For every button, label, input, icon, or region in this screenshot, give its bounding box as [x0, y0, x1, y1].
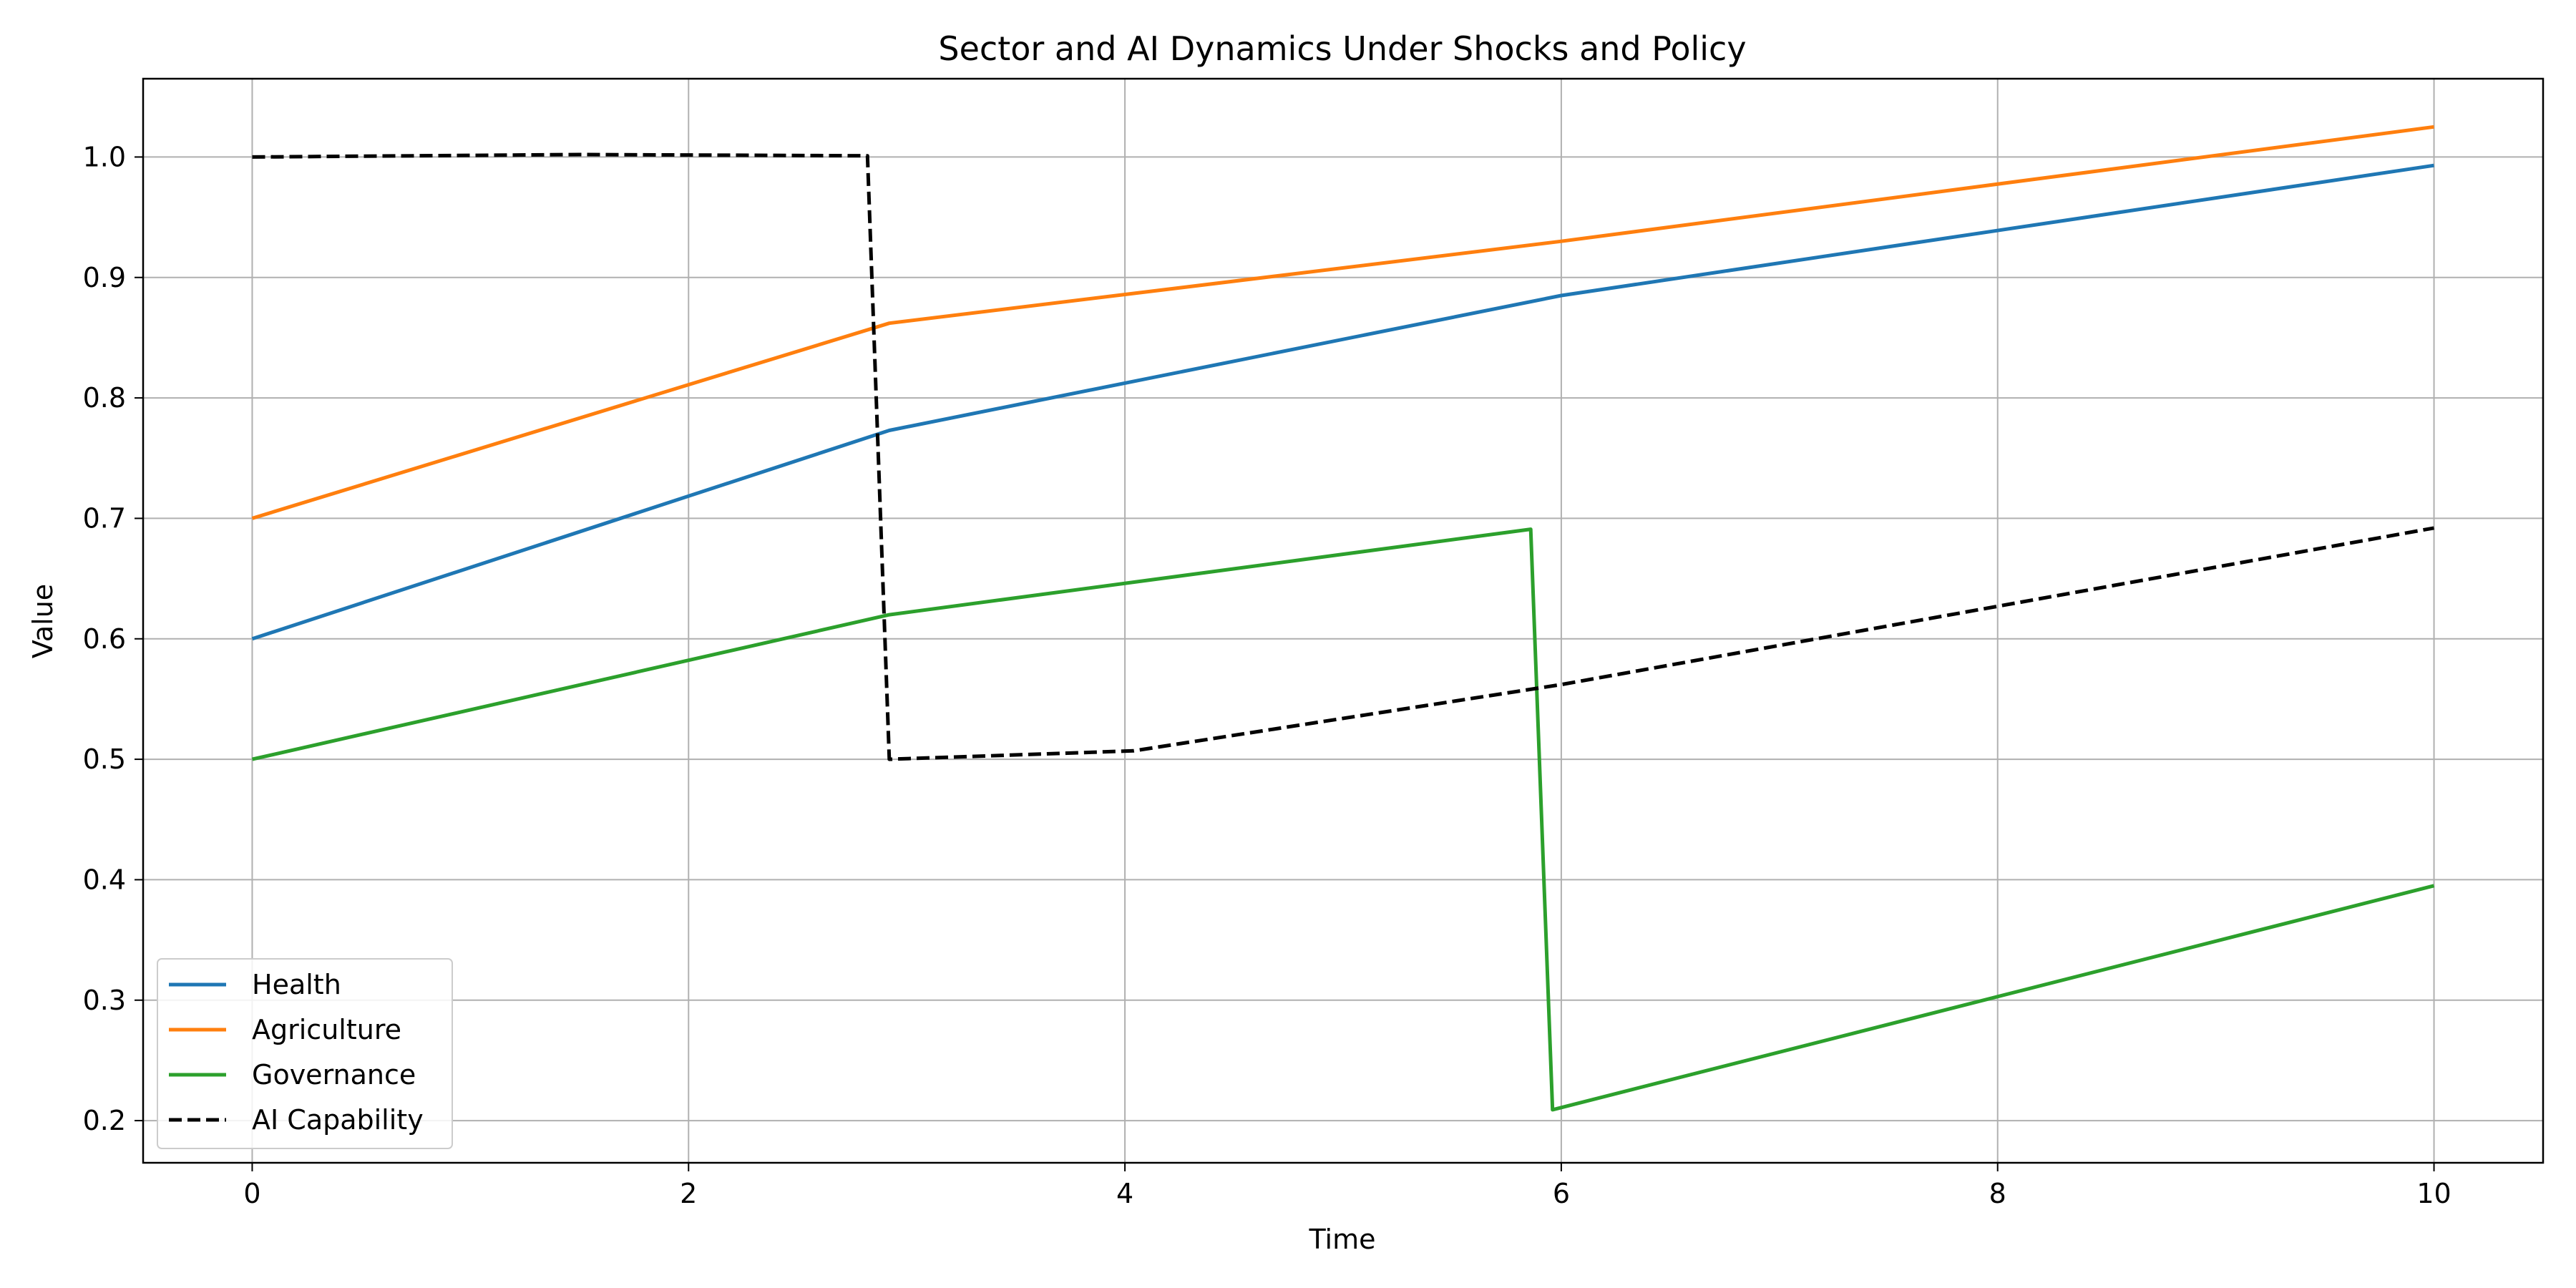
- x-tick-label: 4: [1116, 1178, 1133, 1209]
- x-tick-label: 2: [680, 1178, 697, 1209]
- y-tick-label: 0.6: [83, 623, 126, 655]
- series-line-governance: [251, 527, 2435, 1112]
- x-tick-label: 8: [1989, 1178, 2006, 1209]
- axis-ticks: 0 2 4 6 8 10 0.2 0.3 0.4 0.5 0.6 0.7 0.8 0.9 1.0: [83, 141, 2451, 1209]
- y-tick-label: 0.5: [83, 743, 126, 775]
- legend-label: AI Capability: [252, 1104, 424, 1136]
- legend-label: Governance: [252, 1059, 416, 1091]
- x-axis-label: Time: [1309, 1224, 1376, 1255]
- y-tick-label: 0.3: [83, 985, 126, 1016]
- legend-label: Agriculture: [252, 1014, 401, 1045]
- chart-title: Sector and AI Dynamics Under Shocks and …: [938, 29, 1746, 68]
- legend-box: [157, 958, 453, 1149]
- x-tick-label: 10: [2416, 1178, 2451, 1209]
- grid: [143, 79, 2543, 1163]
- series-line-agriculture: [251, 125, 2434, 520]
- y-tick-label: 0.8: [83, 382, 126, 414]
- x-tick-label: 6: [1553, 1178, 1570, 1209]
- legend-label: Health: [252, 969, 341, 1000]
- y-tick-label: 0.2: [83, 1105, 126, 1136]
- series-line-ai-capability: [252, 152, 2434, 761]
- y-axis-label: Value: [27, 584, 59, 658]
- series-line-health: [251, 163, 2434, 641]
- y-tick-label: 0.7: [83, 502, 126, 534]
- y-tick-label: 0.4: [83, 864, 126, 895]
- y-tick-label: 0.9: [83, 262, 126, 293]
- series-lines: [251, 125, 2435, 1112]
- y-tick-label: 1.0: [83, 141, 126, 172]
- x-tick-label: 0: [243, 1178, 260, 1209]
- plot-frame: [142, 77, 2545, 1164]
- legend: Health Agriculture Governance AI Capability: [157, 958, 453, 1149]
